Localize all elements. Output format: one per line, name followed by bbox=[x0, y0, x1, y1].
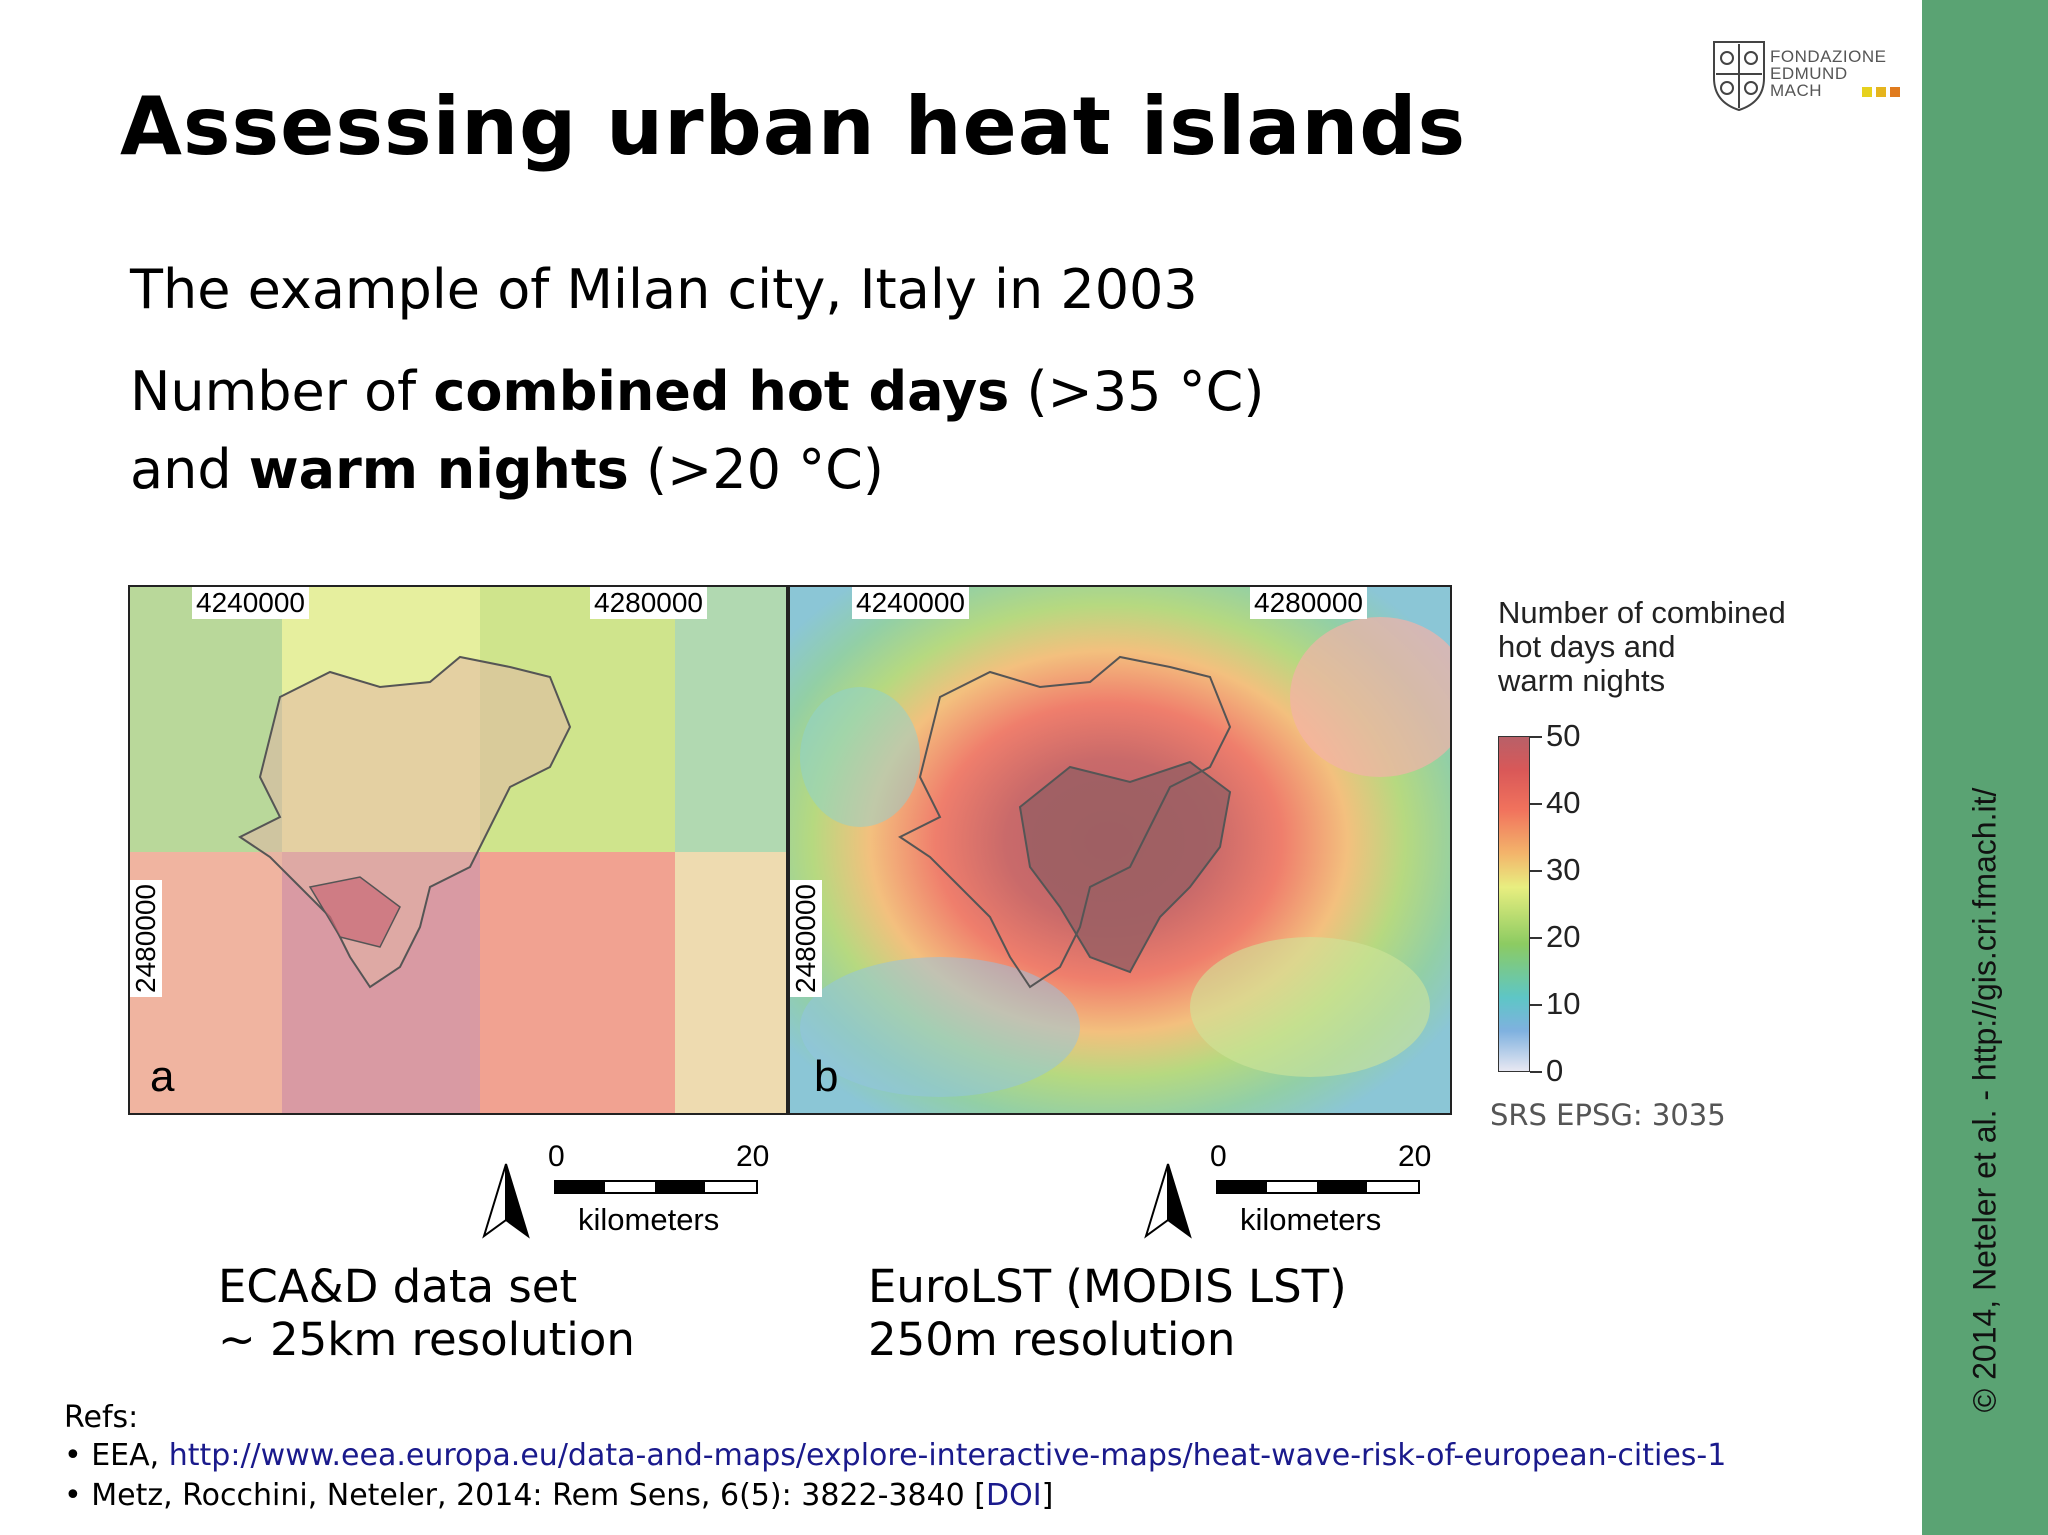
map-b: 4240000 4280000 2480000 b bbox=[788, 585, 1452, 1115]
legend-tick bbox=[1530, 870, 1542, 872]
legend-tick bbox=[1530, 803, 1542, 805]
scalebar-a-end: 20 bbox=[736, 1140, 770, 1173]
legend-colorbar bbox=[1498, 736, 1530, 1072]
logo-text: FONDAZIONE EDMUND MACH bbox=[1770, 48, 1886, 99]
legend-title-3: warm nights bbox=[1498, 663, 1666, 698]
map-b-y-label: 2480000 bbox=[790, 879, 822, 997]
logo-square-gold bbox=[1876, 87, 1886, 97]
body-line-3: and warm nights (>20 °C) bbox=[130, 438, 884, 501]
legend-tick-label: 40 bbox=[1546, 785, 1581, 820]
north-arrow-icon bbox=[1144, 1163, 1192, 1239]
ref-item-2: • Metz, Rocchini, Neteler, 2014: Rem Sen… bbox=[64, 1478, 1053, 1513]
ref-item-2-end: ] bbox=[1041, 1478, 1054, 1513]
body-line-2-prefix: Number of bbox=[130, 360, 434, 423]
body-line-2-bold: combined hot days bbox=[433, 360, 1010, 423]
body-line-2: Number of combined hot days (>35 °C) bbox=[130, 360, 1264, 423]
fem-logo bbox=[1713, 41, 1765, 112]
map-b-x-label-2: 4280000 bbox=[1250, 587, 1368, 619]
map-b-image bbox=[790, 587, 1450, 1113]
legend-title-2: hot days and bbox=[1498, 629, 1676, 664]
legend-tick bbox=[1530, 937, 1542, 939]
map-a-image bbox=[130, 587, 786, 1113]
scalebar-b-end: 20 bbox=[1398, 1140, 1432, 1173]
map-a-x-label-1: 4240000 bbox=[192, 587, 310, 619]
copyright-text: © 2014, Neteler et al. - http://gis.cri.… bbox=[1966, 787, 2003, 1413]
scalebar-a-start: 0 bbox=[548, 1140, 565, 1173]
logo-square-orange bbox=[1890, 87, 1900, 97]
legend-tick-label: 50 bbox=[1546, 718, 1581, 753]
legend-tick bbox=[1530, 1004, 1542, 1006]
body-line-2-suffix: (>35 °C) bbox=[1009, 360, 1265, 423]
map-b-x-label-1: 4240000 bbox=[852, 587, 970, 619]
scalebar-b-start: 0 bbox=[1210, 1140, 1227, 1173]
caption-b: EuroLST (MODIS LST) 250m resolution bbox=[868, 1260, 1347, 1366]
scalebar-a-bar bbox=[554, 1180, 758, 1194]
caption-a-line-2: ~ 25km resolution bbox=[218, 1313, 635, 1366]
scalebar-b-bar bbox=[1216, 1180, 1420, 1194]
ref-item-1: • EEA, http://www.eea.europa.eu/data-and… bbox=[64, 1438, 1726, 1473]
ref-item-1-link[interactable]: http://www.eea.europa.eu/data-and-maps/e… bbox=[168, 1438, 1727, 1473]
body-line-1: The example of Milan city, Italy in 2003 bbox=[130, 258, 1198, 321]
map-b-letter: b bbox=[814, 1052, 839, 1101]
caption-a-line-1: ECA&D data set bbox=[218, 1260, 578, 1313]
legend-tick-label: 20 bbox=[1546, 919, 1581, 954]
legend-title: Number of combined hot days and warm nig… bbox=[1498, 596, 1786, 698]
legend-title-1: Number of combined bbox=[1498, 595, 1786, 630]
logo-line-1: FONDAZIONE bbox=[1770, 47, 1887, 66]
logo-line-2: EDMUND bbox=[1770, 64, 1848, 83]
slide-title: Assessing urban heat islands bbox=[120, 80, 1467, 173]
map-a-x-label-2: 4280000 bbox=[590, 587, 708, 619]
body-line-3-prefix: and bbox=[130, 438, 249, 501]
refs-heading: Refs: bbox=[64, 1400, 139, 1435]
srs-label: SRS EPSG: 3035 bbox=[1490, 1098, 1726, 1132]
map-a: 4240000 4280000 2480000 a bbox=[128, 585, 788, 1115]
ref-item-1-prefix: • EEA, bbox=[64, 1438, 169, 1473]
caption-a: ECA&D data set ~ 25km resolution bbox=[218, 1260, 635, 1366]
caption-b-line-1: EuroLST (MODIS LST) bbox=[868, 1260, 1347, 1313]
legend-tick-label: 10 bbox=[1546, 986, 1581, 1021]
legend-tick-label: 0 bbox=[1546, 1053, 1564, 1088]
logo-line-3: MACH bbox=[1770, 81, 1823, 100]
body-line-3-suffix: (>20 °C) bbox=[628, 438, 884, 501]
right-sidebar bbox=[1922, 0, 2048, 1535]
north-arrow-icon bbox=[482, 1163, 530, 1239]
map-a-y-label: 2480000 bbox=[130, 879, 162, 997]
legend-tick bbox=[1530, 736, 1542, 738]
body-line-3-bold: warm nights bbox=[248, 438, 629, 501]
caption-b-line-2: 250m resolution bbox=[868, 1313, 1236, 1366]
legend-tick bbox=[1530, 1071, 1542, 1073]
map-a-letter: a bbox=[150, 1052, 175, 1101]
doi-link[interactable]: DOI bbox=[986, 1478, 1042, 1513]
logo-square-yellow bbox=[1862, 87, 1872, 97]
ref-item-2-text: • Metz, Rocchini, Neteler, 2014: Rem Sen… bbox=[64, 1478, 986, 1513]
scalebar-b-unit: kilometers bbox=[1240, 1202, 1382, 1237]
scalebar-a-unit: kilometers bbox=[578, 1202, 720, 1237]
legend-tick-label: 30 bbox=[1546, 852, 1581, 887]
